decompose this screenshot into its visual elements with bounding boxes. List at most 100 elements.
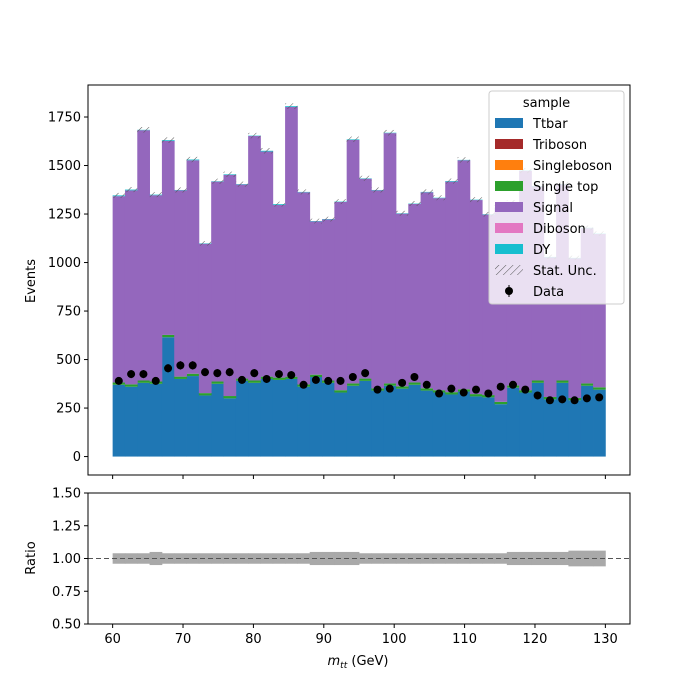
bar-signal [457,160,471,390]
bar-single-top [445,392,458,395]
bar-signal [223,174,237,397]
ratio-unc-bin [593,550,606,567]
bar-single-top [469,394,483,397]
bar-single-top [137,380,150,383]
ratio-unc-bin [568,550,582,567]
bar-signal [297,192,311,385]
bar-ttbar [124,386,138,457]
data-point [545,396,554,405]
ratio-y-tick-label: 0.75 [52,585,81,600]
data-point [262,374,271,383]
stat-unc-hatch [359,175,372,181]
bar-signal [408,203,421,383]
bar-signal [395,213,409,387]
bar-signal [137,130,150,381]
bar-single-top [211,381,224,384]
bar-ttbar [137,382,150,457]
stat-unc-hatch [371,187,384,193]
bar-single-top [346,383,360,386]
bar-ttbar [556,382,569,457]
stat-unc-hatch [334,199,347,205]
data-point [447,384,456,393]
bar-signal [432,198,446,391]
y-tick-label: 1500 [48,159,81,174]
bar-signal [161,140,175,335]
ratio-unc-bin [383,553,397,564]
legend-swatch [495,202,523,212]
bar-signal [445,181,458,393]
stat-unc-hatch [482,211,495,217]
main-panel-frame [87,84,631,476]
legend-swatch [495,223,523,233]
data-point [410,373,419,382]
bar-signal [186,160,200,374]
bar-single-top [359,378,372,381]
data-point [139,370,148,379]
stat-unc-hatch [457,157,470,163]
data-point [151,376,160,385]
bar-signal [285,106,298,377]
bar-ttbar [186,376,200,457]
y-tick-label: 500 [56,353,81,368]
bar-signal [420,192,434,389]
bar-ttbar [543,399,557,457]
stat-unc-hatch [174,187,187,193]
bar-signal [174,190,187,377]
bar-signal [371,190,385,389]
stat-unc-hatch [445,178,458,184]
stat-unc-hatch [137,127,150,133]
ratio-y-tick-label: 0.50 [52,618,81,633]
ratio-y-tick-label: 1.50 [52,487,81,502]
ratio-unc-bin [543,551,557,566]
data-point [385,384,394,393]
bar-ttbar [223,398,237,457]
stat-unc-hatch [198,241,212,246]
legend-swatch [495,139,523,149]
stat-unc-hatch [383,129,396,136]
data-point [348,373,357,382]
legend-label: Stat. Unc. [533,264,597,279]
ratio-unc-bin [137,553,150,564]
bar-signal [309,221,323,375]
y-axis-label: Events [24,259,39,303]
data-point [213,369,222,378]
bar-single-top [334,390,348,393]
data-point [496,382,505,391]
stat-unc-hatch [297,189,310,195]
ratio-unc-bin [457,553,471,564]
series-ttbar [112,337,606,457]
x-axis-label: mtt (GeV) [328,654,389,671]
bar-signal [469,200,483,395]
data-point [299,380,308,389]
bar-single-top [198,393,212,396]
stat-unc-hatch [469,197,483,203]
bar-ttbar [383,385,397,457]
y-tick-label: 1000 [48,256,81,271]
bar-signal [248,136,261,381]
bar-signal [359,178,372,379]
bar-signal [124,190,138,385]
bar-ttbar [272,379,286,457]
bar-ttbar [469,396,483,457]
data-point [324,376,333,385]
stat-unc-hatch [260,148,273,154]
stat-unc-hatch [211,178,224,184]
bar-ttbar [211,383,224,457]
ratio-unc-bin [432,553,446,564]
bar-ttbar [346,385,360,457]
data-point [373,385,382,394]
stat-unc-hatch [186,156,199,163]
bar-ttbar [568,400,582,457]
data-points [114,361,604,405]
bar-single-top [593,387,606,390]
bar-ttbar [359,380,372,457]
bar-ttbar [531,382,545,457]
bar-ttbar [457,391,471,457]
stat-unc-hatch [285,103,298,110]
bar-single-top [556,380,569,383]
bar-signal [334,202,348,391]
bar-single-top [580,383,594,386]
bar-ttbar [235,380,249,457]
data-point [595,393,604,402]
